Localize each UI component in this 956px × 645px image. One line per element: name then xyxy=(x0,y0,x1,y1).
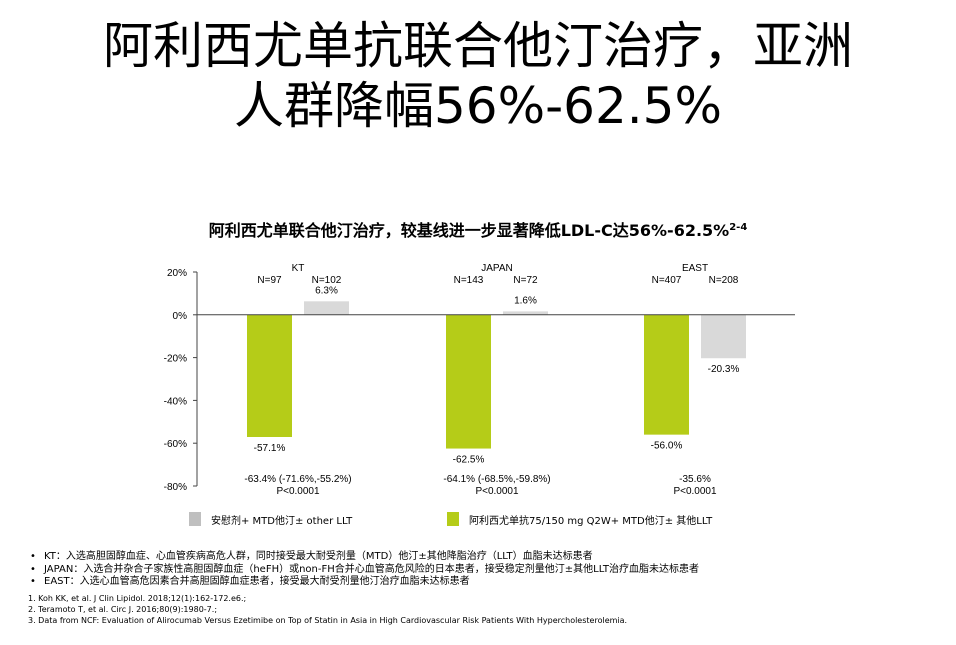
slide-title: 阿利西尤单抗联合他汀治疗，亚洲 人群降幅56%-62.5% xyxy=(0,16,956,136)
reference-2: 2. Teramoto T, et al. Circ J. 2016;80(9)… xyxy=(28,605,218,614)
y-tick-label: -20% xyxy=(164,354,187,365)
group-label-east: EAST xyxy=(682,263,708,274)
y-tick-label: 0% xyxy=(173,311,188,322)
p-value-label: P<0.0001 xyxy=(475,486,519,497)
bar-kt-alirocumab xyxy=(247,314,292,437)
y-tick-label: -80% xyxy=(164,482,187,493)
legend-item-alirocumab: 阿利西尤单抗75/150 mg Q2W+ MTD他汀± 其他LLT xyxy=(447,511,712,527)
legend-swatch-alirocumab xyxy=(447,512,459,526)
n-label: N=102 xyxy=(312,275,342,286)
data-label: -62.5% xyxy=(453,455,485,466)
group-label-japan: JAPAN xyxy=(481,263,513,274)
study-note-kt: KT：入选高胆固醇血症、心血管疾病高危人群，同时接受最大耐受剂量（MTD）他汀±… xyxy=(30,551,699,564)
data-label: -56.0% xyxy=(651,441,683,452)
y-tick-label: -60% xyxy=(164,439,187,450)
legend-label-placebo: 安慰剂+ MTD他汀± other LLT xyxy=(211,515,353,527)
difference-label: -63.4% (-71.6%,-55.2%) xyxy=(244,474,351,485)
legend-item-placebo: 安慰剂+ MTD他汀± other LLT xyxy=(189,511,352,527)
bar-japan-placebo xyxy=(503,311,548,315)
legend-swatch-placebo xyxy=(189,512,201,526)
chart-subtitle-text: 阿利西尤单联合他汀治疗，较基线进一步显著降低LDL-C达56%-62.5% xyxy=(208,221,730,240)
reference-1: 1. Koh KK, et al. J Clin Lipidol. 2018;1… xyxy=(28,594,247,603)
n-label: N=407 xyxy=(652,275,682,286)
n-label: N=72 xyxy=(513,275,538,286)
p-value-label: P<0.0001 xyxy=(673,486,717,497)
bar-east-alirocumab xyxy=(644,314,689,435)
n-label: N=143 xyxy=(454,275,484,286)
title-line-1: 阿利西尤单抗联合他汀治疗，亚洲 xyxy=(103,17,853,75)
chart-subtitle-superscript: 2-4 xyxy=(729,222,748,233)
data-label: 1.6% xyxy=(514,295,537,306)
legend-label-alirocumab: 阿利西尤单抗75/150 mg Q2W+ MTD他汀± 其他LLT xyxy=(469,515,713,527)
data-label: 6.3% xyxy=(315,285,338,296)
n-label: N=97 xyxy=(257,275,282,286)
difference-label: -64.1% (-68.5%,-59.8%) xyxy=(443,474,550,485)
title-line-2-number: 56%-62.5% xyxy=(433,77,722,135)
difference-label: -35.6% xyxy=(679,474,711,485)
data-label: -57.1% xyxy=(254,443,286,454)
chart-subtitle: 阿利西尤单联合他汀治疗，较基线进一步显著降低LDL-C达56%-62.5%2-4 xyxy=(0,217,956,241)
study-note-japan: JAPAN：入选合并杂合子家族性高胆固醇血症（heFH）或non-FH合并心血管… xyxy=(30,564,699,577)
p-value-label: P<0.0001 xyxy=(276,486,320,497)
references: 1. Koh KK, et al. J Clin Lipidol. 2018;1… xyxy=(28,593,627,626)
n-label: N=208 xyxy=(709,275,739,286)
reference-3: 3. Data from NCF: Evaluation of Alirocum… xyxy=(28,616,628,625)
title-line-2-cjk: 人群降幅 xyxy=(233,77,434,135)
group-label-kt: KT xyxy=(292,263,305,274)
study-note-east: EAST：入选心血管高危因素合并高胆固醇血症患者，接受最大耐受剂量他汀治疗血脂未… xyxy=(30,576,699,589)
study-notes: KT：入选高胆固醇血症、心血管疾病高危人群，同时接受最大耐受剂量（MTD）他汀±… xyxy=(30,551,699,589)
title-line-2: 人群降幅56%-62.5% xyxy=(0,76,956,136)
data-label: -20.3% xyxy=(708,364,740,375)
y-tick-label: -40% xyxy=(164,396,187,407)
bar-japan-alirocumab xyxy=(446,314,491,449)
bar-east-placebo xyxy=(701,314,746,359)
bar-kt-placebo xyxy=(304,301,349,315)
y-tick-label: 20% xyxy=(167,268,187,279)
